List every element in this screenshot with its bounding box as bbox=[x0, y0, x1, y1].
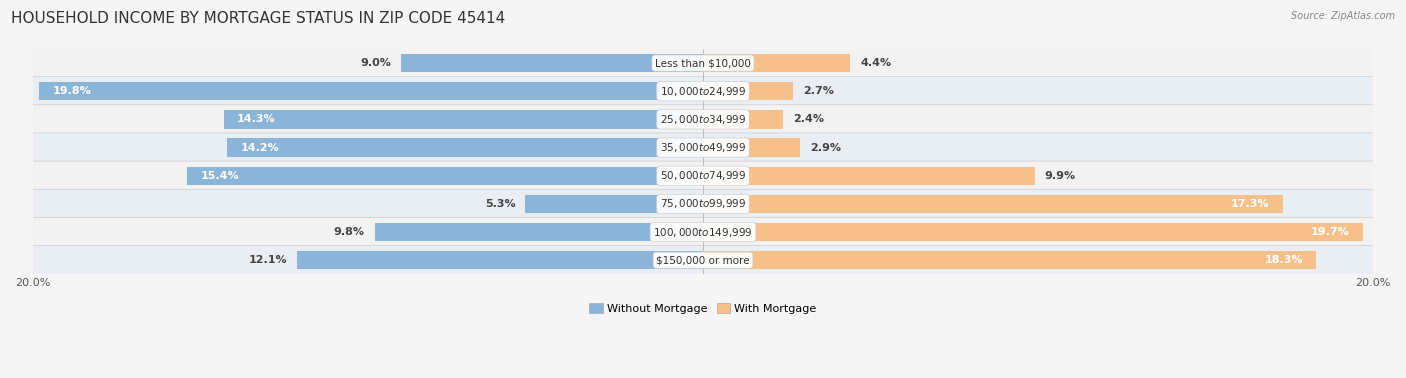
Text: Less than $10,000: Less than $10,000 bbox=[655, 58, 751, 68]
Text: 5.3%: 5.3% bbox=[485, 199, 516, 209]
Text: 19.7%: 19.7% bbox=[1312, 227, 1350, 237]
Bar bbox=[703, 82, 793, 101]
FancyBboxPatch shape bbox=[32, 105, 1374, 134]
FancyBboxPatch shape bbox=[32, 133, 1374, 162]
Legend: Without Mortgage, With Mortgage: Without Mortgage, With Mortgage bbox=[585, 299, 821, 318]
FancyBboxPatch shape bbox=[32, 161, 1374, 191]
Text: 12.1%: 12.1% bbox=[249, 255, 287, 265]
Bar bbox=[224, 110, 703, 129]
Text: 14.3%: 14.3% bbox=[238, 115, 276, 124]
FancyBboxPatch shape bbox=[32, 48, 1374, 78]
Bar bbox=[703, 223, 1364, 241]
FancyBboxPatch shape bbox=[32, 189, 1374, 218]
FancyBboxPatch shape bbox=[32, 246, 1374, 275]
Text: 2.9%: 2.9% bbox=[810, 143, 841, 153]
Bar bbox=[703, 251, 1316, 270]
Bar bbox=[228, 138, 703, 157]
Text: $25,000 to $34,999: $25,000 to $34,999 bbox=[659, 113, 747, 126]
Bar bbox=[39, 82, 703, 101]
FancyBboxPatch shape bbox=[32, 77, 1374, 106]
Bar bbox=[526, 195, 703, 213]
Text: 9.9%: 9.9% bbox=[1045, 171, 1076, 181]
Text: HOUSEHOLD INCOME BY MORTGAGE STATUS IN ZIP CODE 45414: HOUSEHOLD INCOME BY MORTGAGE STATUS IN Z… bbox=[11, 11, 506, 26]
Text: $50,000 to $74,999: $50,000 to $74,999 bbox=[659, 169, 747, 182]
Bar bbox=[703, 195, 1282, 213]
Bar bbox=[703, 54, 851, 72]
Text: 14.2%: 14.2% bbox=[240, 143, 280, 153]
Text: 17.3%: 17.3% bbox=[1230, 199, 1270, 209]
Text: 2.4%: 2.4% bbox=[793, 115, 824, 124]
Text: 9.0%: 9.0% bbox=[360, 58, 391, 68]
FancyBboxPatch shape bbox=[32, 217, 1374, 247]
Text: 18.3%: 18.3% bbox=[1264, 255, 1303, 265]
Text: $150,000 or more: $150,000 or more bbox=[657, 255, 749, 265]
Bar bbox=[187, 167, 703, 185]
Text: 9.8%: 9.8% bbox=[333, 227, 364, 237]
Text: Source: ZipAtlas.com: Source: ZipAtlas.com bbox=[1291, 11, 1395, 21]
Text: 15.4%: 15.4% bbox=[200, 171, 239, 181]
Text: $75,000 to $99,999: $75,000 to $99,999 bbox=[659, 197, 747, 211]
Bar bbox=[401, 54, 703, 72]
Text: 19.8%: 19.8% bbox=[53, 86, 91, 96]
Text: 4.4%: 4.4% bbox=[860, 58, 891, 68]
Text: 2.7%: 2.7% bbox=[804, 86, 834, 96]
Text: $10,000 to $24,999: $10,000 to $24,999 bbox=[659, 85, 747, 98]
Bar bbox=[703, 138, 800, 157]
Bar bbox=[374, 223, 703, 241]
Bar bbox=[703, 110, 783, 129]
Text: $35,000 to $49,999: $35,000 to $49,999 bbox=[659, 141, 747, 154]
Text: $100,000 to $149,999: $100,000 to $149,999 bbox=[654, 226, 752, 239]
Bar bbox=[298, 251, 703, 270]
Bar bbox=[703, 167, 1035, 185]
